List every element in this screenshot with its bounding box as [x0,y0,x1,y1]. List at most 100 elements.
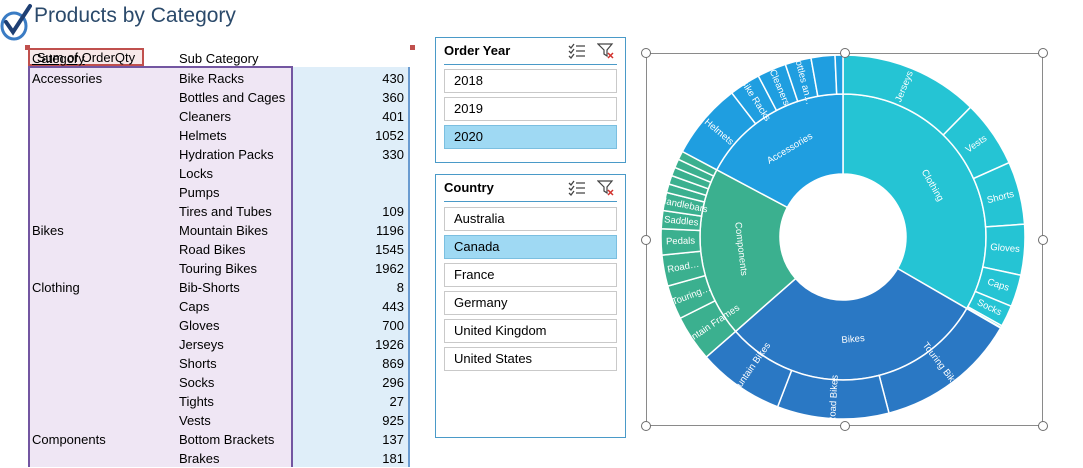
row-category: Clothing [32,280,80,295]
row-value: 1545 [375,242,404,257]
sunburst-label: Pedals [666,236,696,248]
table-row[interactable]: Pumps [28,183,410,202]
table-row[interactable]: Components Bottom Brackets 137 [28,430,410,449]
row-sub-category: Gloves [179,318,220,333]
row-sub-category: Touring Bikes [179,261,258,276]
row-value: 401 [382,109,404,124]
table-row[interactable]: Bikes Mountain Bikes 1196 [28,221,410,240]
table-row[interactable]: Hydration Packs 330 [28,145,410,164]
row-sub-category: Hydration Packs [179,147,274,162]
table-row[interactable]: Clothing Bib-Shorts 8 [28,278,410,297]
row-value: 1962 [375,261,404,276]
sunburst-label: Gloves [990,242,1021,255]
row-sub-category: Bib-Shorts [179,280,240,295]
table-row[interactable]: Brakes 181 [28,449,410,468]
table-row[interactable]: Road Bikes 1545 [28,240,410,259]
slicer-item[interactable]: United States [444,347,617,371]
resize-handle[interactable] [839,421,850,431]
row-value: 330 [382,147,404,162]
page-title: Products by Category [34,4,236,27]
row-value: 700 [382,318,404,333]
row-sub-category: Cleaners [179,109,232,124]
row-value: 137 [382,432,404,447]
row-sub-category: Helmets [179,128,227,143]
row-value: 27 [389,394,404,409]
multi-select-icon[interactable] [568,179,586,197]
slicer-item[interactable]: Germany [444,291,617,315]
row-sub-category: Tires and Tubes [179,204,272,219]
row-sub-category: Vests [179,413,211,428]
row-sub-category: Locks [179,166,213,181]
slicer-order-year: Order Year 2018 2019 2020 [435,37,626,163]
clear-filter-icon[interactable] [597,179,615,197]
resize-handle[interactable] [839,48,850,58]
sunburst-label: Saddles [664,214,699,228]
multi-select-icon[interactable] [568,42,586,60]
row-value: 181 [382,451,404,466]
row-sub-category: Shorts [179,356,217,371]
category-highlight [28,67,293,467]
slicer-item[interactable]: Australia [444,207,617,231]
row-sub-category: Bottles and Cages [179,90,286,105]
slicer-item[interactable]: France [444,263,617,287]
sunburst-label: Road Bikes [827,374,841,423]
category-highlight-border [28,66,293,68]
table-row[interactable]: Accessories Bike Racks 430 [28,69,410,88]
checkmark-logo-icon [0,4,32,41]
slicer-divider [444,64,617,65]
row-sub-category: Brakes [179,451,220,466]
slicer-item[interactable]: 2019 [444,97,617,121]
report-header: Products by Category [0,0,420,41]
sunburst-svg: JerseysVestsShortsGlovesCapsSocksTouring… [659,53,1026,424]
row-value: 360 [382,90,404,105]
row-category: Accessories [32,71,103,86]
table-row[interactable]: Locks [28,164,410,183]
row-sub-category: Bottom Brackets [179,432,275,447]
resize-handle[interactable] [641,48,651,58]
row-category: Components [32,432,106,447]
table-row[interactable]: Touring Bikes 1962 [28,259,410,278]
row-value: 8 [396,280,404,295]
table-row[interactable]: Helmets 1052 [28,126,410,145]
clear-filter-icon[interactable] [597,42,615,60]
sunburst-chart[interactable]: Jerseys Vests Shorts Gloves Caps Socks Touring… [646,53,1043,426]
slicer-title: Country [444,180,494,195]
pivot-table: Category Sub Category Sum of OrderQty Ac… [28,48,412,468]
row-value: 1926 [375,337,404,352]
table-row[interactable]: Vests 925 [28,411,410,430]
slicer-item[interactable]: United Kingdom [444,319,617,343]
row-sub-category: Bike Racks [179,71,245,86]
row-value: 1052 [375,128,404,143]
slicer-item[interactable]: 2020 [444,125,617,149]
header-sum-orderqty[interactable]: Sum of OrderQty [28,48,144,66]
sunburst-label: Bikes [841,333,865,346]
row-sub-category: Socks [179,375,215,390]
resize-handle[interactable] [1038,421,1048,431]
chart-selection-frame[interactable] [646,53,1043,426]
slicer-country: Country Australia Canada France Germany Unit… [435,174,626,438]
table-row[interactable]: Shorts 869 [28,354,410,373]
resize-handle[interactable] [1038,48,1048,58]
sunburst-subcategory[interactable] [834,54,844,95]
slicer-item[interactable]: 2018 [444,69,617,93]
table-row[interactable]: Jerseys 1926 [28,335,410,354]
table-row[interactable]: Socks 296 [28,373,410,392]
table-row[interactable]: Caps 443 [28,297,410,316]
resize-handle[interactable] [1038,234,1048,245]
row-value: 443 [382,299,404,314]
row-sub-category: Tights [179,394,214,409]
row-sub-category: Pumps [179,185,220,200]
table-row[interactable]: Tires and Tubes 109 [28,202,410,221]
row-value: 1196 [376,223,404,238]
table-row[interactable]: Tights 27 [28,392,410,411]
table-row[interactable]: Gloves 700 [28,316,410,335]
header-sub-category[interactable]: Sub Category [179,51,259,66]
table-row[interactable]: Cleaners 401 [28,107,410,126]
slicer-divider [444,201,617,202]
slicer-item[interactable]: Canada [444,235,617,259]
header-category[interactable]: Category [32,51,85,66]
resize-handle[interactable] [641,234,651,245]
row-value: 109 [382,204,404,219]
resize-handle[interactable] [641,421,651,431]
table-row[interactable]: Bottles and Cages 360 [28,88,410,107]
